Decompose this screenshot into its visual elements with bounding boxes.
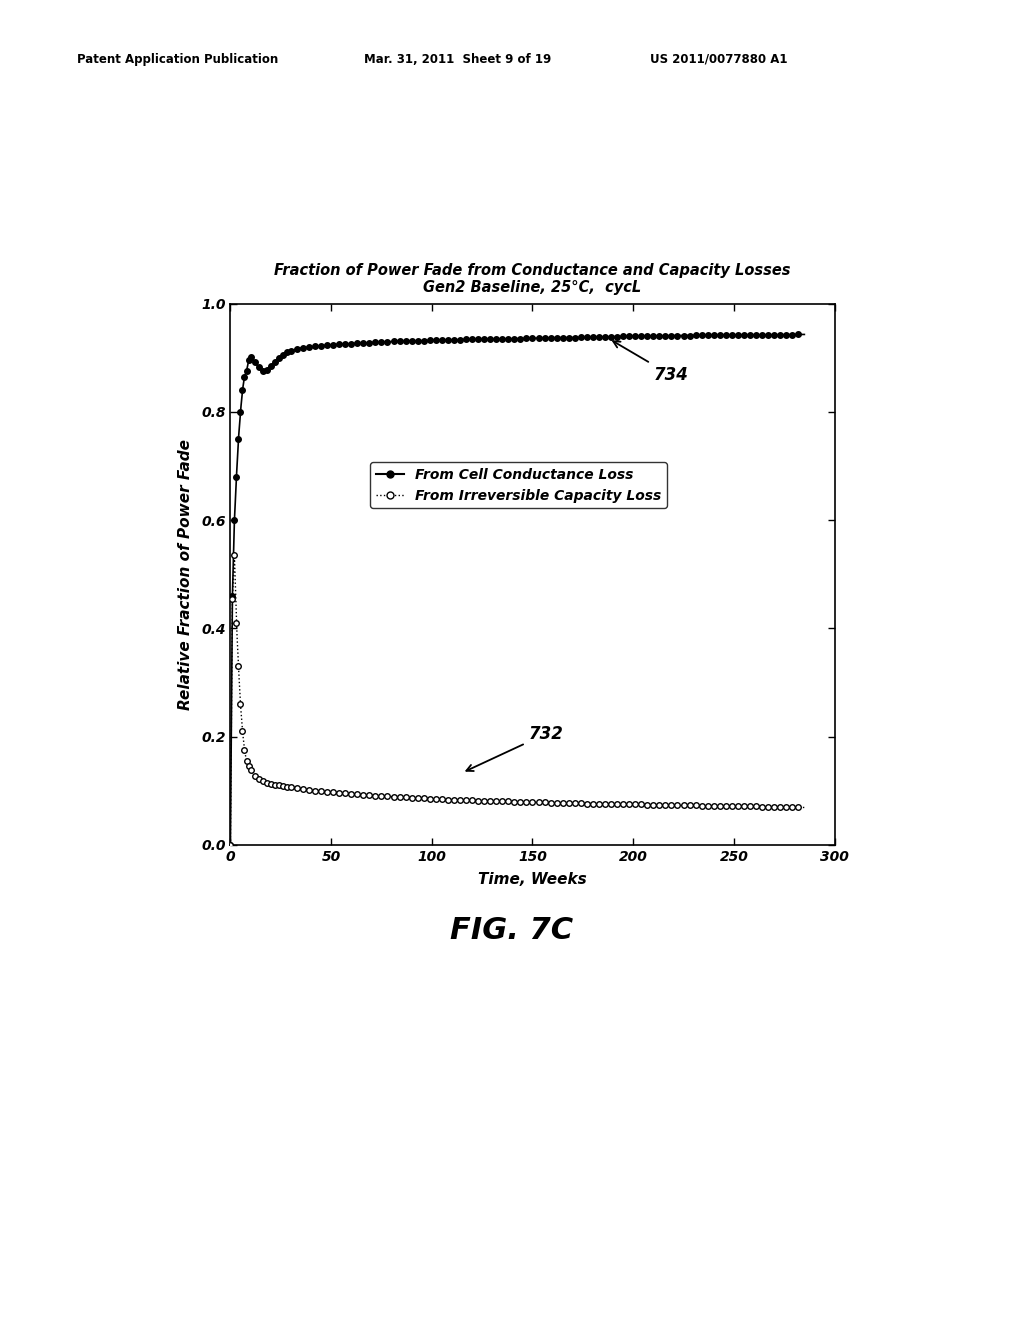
Text: FIG. 7C: FIG. 7C: [451, 916, 573, 945]
Y-axis label: Relative Fraction of Power Fade: Relative Fraction of Power Fade: [178, 438, 193, 710]
Legend: From Cell Conductance Loss, From Irreversible Capacity Loss: From Cell Conductance Loss, From Irrever…: [371, 462, 667, 508]
Text: US 2011/0077880 A1: US 2011/0077880 A1: [650, 53, 787, 66]
X-axis label: Time, Weeks: Time, Weeks: [478, 873, 587, 887]
Text: Mar. 31, 2011  Sheet 9 of 19: Mar. 31, 2011 Sheet 9 of 19: [364, 53, 551, 66]
Text: Patent Application Publication: Patent Application Publication: [77, 53, 279, 66]
Title: Fraction of Power Fade from Conductance and Capacity Losses
Gen2 Baseline, 25°C,: Fraction of Power Fade from Conductance …: [274, 263, 791, 296]
Text: 732: 732: [466, 725, 563, 771]
Text: 734: 734: [613, 341, 688, 384]
